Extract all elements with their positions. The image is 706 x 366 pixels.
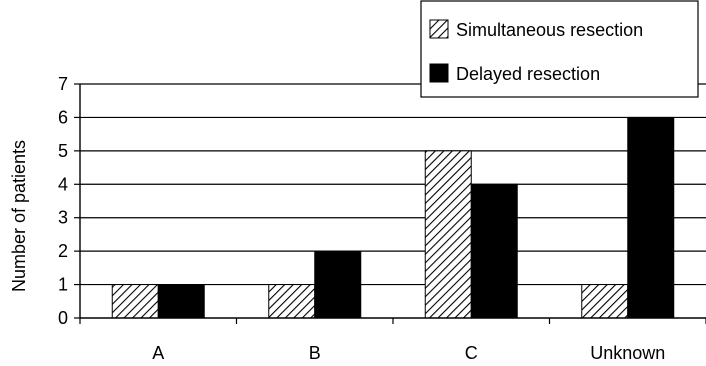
- axes: [74, 83, 706, 324]
- legend-swatch-delayed: [429, 63, 449, 83]
- bar-delayed-a: [157, 284, 205, 319]
- y-tick-labels: 0 1 2 3 4 5 6 7: [58, 74, 68, 328]
- legend-box: [420, 0, 699, 98]
- x-tick-label: Unknown: [590, 343, 665, 363]
- bar-simultaneous-b: [268, 284, 316, 319]
- bar-simultaneous-a: [111, 284, 159, 319]
- legend-label-delayed: Delayed resection: [456, 64, 600, 84]
- x-tick-label: A: [152, 343, 164, 363]
- x-tick-label: C: [465, 343, 478, 363]
- y-tick-label: 2: [58, 241, 68, 261]
- y-tick-label: 6: [58, 107, 68, 127]
- bar-simultaneous-unknown: [581, 284, 629, 319]
- gridlines: [80, 83, 706, 286]
- y-tick-label: 1: [58, 275, 68, 295]
- legend: Simultaneous resection Delayed resection: [420, 0, 699, 98]
- y-tick-label: 7: [58, 74, 68, 94]
- bar-delayed-unknown: [627, 116, 675, 319]
- y-tick-label: 3: [58, 208, 68, 228]
- y-tick-label: 0: [58, 308, 68, 328]
- y-tick-label: 5: [58, 141, 68, 161]
- bar-delayed-c: [470, 183, 518, 319]
- bar-simultaneous-c: [424, 150, 472, 319]
- legend-swatch-simultaneous: [429, 19, 449, 39]
- y-axis-label: Number of patients: [9, 140, 29, 292]
- x-tick-label: B: [309, 343, 321, 363]
- y-tick-label: 4: [58, 174, 68, 194]
- bar-delayed-b: [314, 250, 362, 319]
- legend-label-simultaneous: Simultaneous resection: [456, 20, 643, 40]
- bars: [111, 116, 675, 319]
- x-tick-labels: A B C Unknown: [152, 343, 665, 363]
